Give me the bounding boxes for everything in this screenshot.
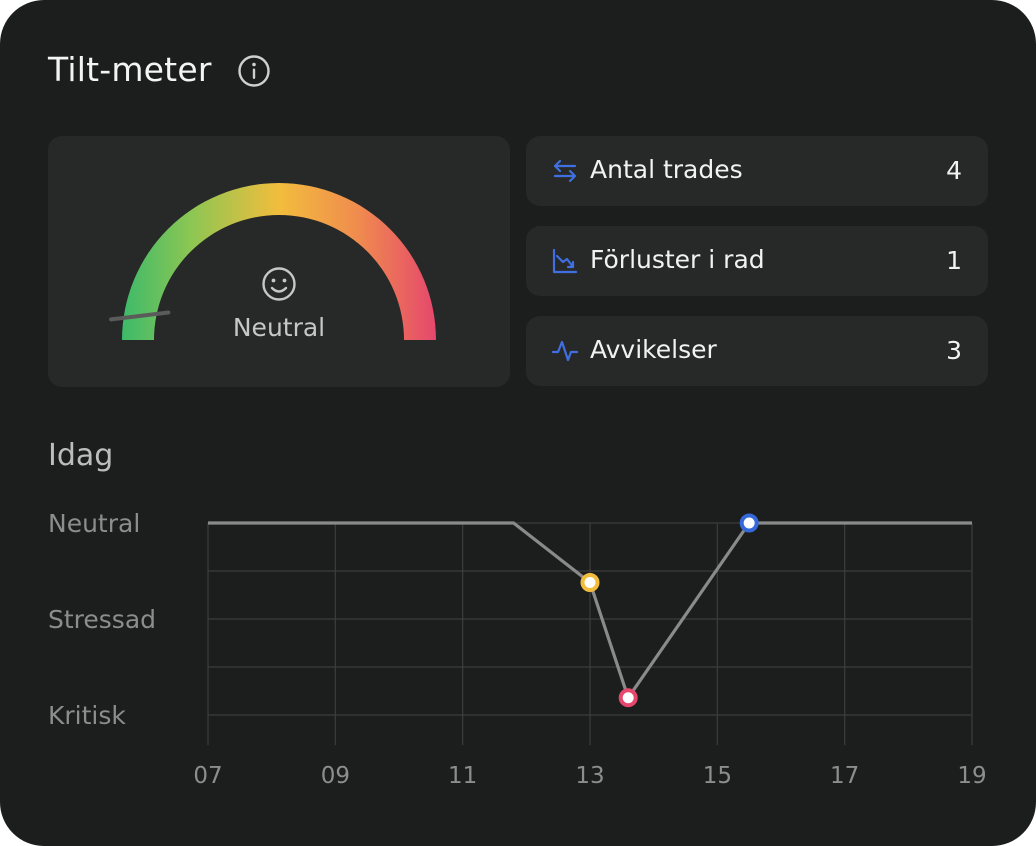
- x-tick-label: 09: [321, 763, 350, 789]
- stat-label: Avvikelser: [590, 335, 717, 364]
- x-tick-label: 11: [448, 763, 477, 789]
- gauge-state-label: Neutral: [232, 313, 326, 342]
- y-tick-label: Kritisk: [48, 701, 126, 730]
- smiley-face-icon: [262, 267, 296, 301]
- chart-markers: [580, 513, 759, 708]
- tilt-gauge: [109, 183, 436, 340]
- stat-card-trades: Antal trades 4: [526, 136, 988, 206]
- page-title: Tilt-meter: [48, 50, 212, 89]
- x-tick-label: 17: [830, 763, 859, 789]
- x-tick-label: 07: [193, 763, 222, 789]
- tilt-gauge-panel: Neutral: [48, 136, 510, 387]
- section-title-today: Idag: [48, 438, 114, 473]
- stat-value: 4: [946, 156, 962, 185]
- data-point-marker: [618, 688, 638, 708]
- data-point-marker: [739, 513, 759, 533]
- chart-x-labels: 07 09 11 13 15 17 19: [193, 763, 986, 789]
- series-line: [208, 521, 972, 700]
- swap-arrows-icon: [553, 159, 577, 183]
- info-circle-icon[interactable]: [237, 54, 271, 88]
- gauge-needle: [109, 310, 171, 322]
- chart-y-labels: Neutral Stressad Kritisk: [48, 509, 156, 730]
- x-tick-label: 13: [575, 763, 604, 789]
- trending-down-chart-icon: [552, 248, 578, 274]
- x-tick-label: 19: [957, 763, 986, 789]
- y-tick-label: Stressad: [48, 605, 156, 634]
- activity-pulse-icon: [552, 340, 578, 362]
- stat-card-deviations: Avvikelser 3: [526, 316, 988, 386]
- stat-value: 3: [946, 336, 962, 365]
- chart-series: [208, 521, 972, 700]
- stat-value: 1: [946, 246, 962, 275]
- x-tick-label: 15: [703, 763, 732, 789]
- chart-grid: [207, 522, 973, 745]
- stat-label: Antal trades: [590, 155, 743, 184]
- data-point-marker: [580, 573, 600, 593]
- y-tick-label: Neutral: [48, 509, 140, 538]
- stat-label: Förluster i rad: [590, 245, 765, 274]
- stat-card-losses: Förluster i rad 1: [526, 226, 988, 296]
